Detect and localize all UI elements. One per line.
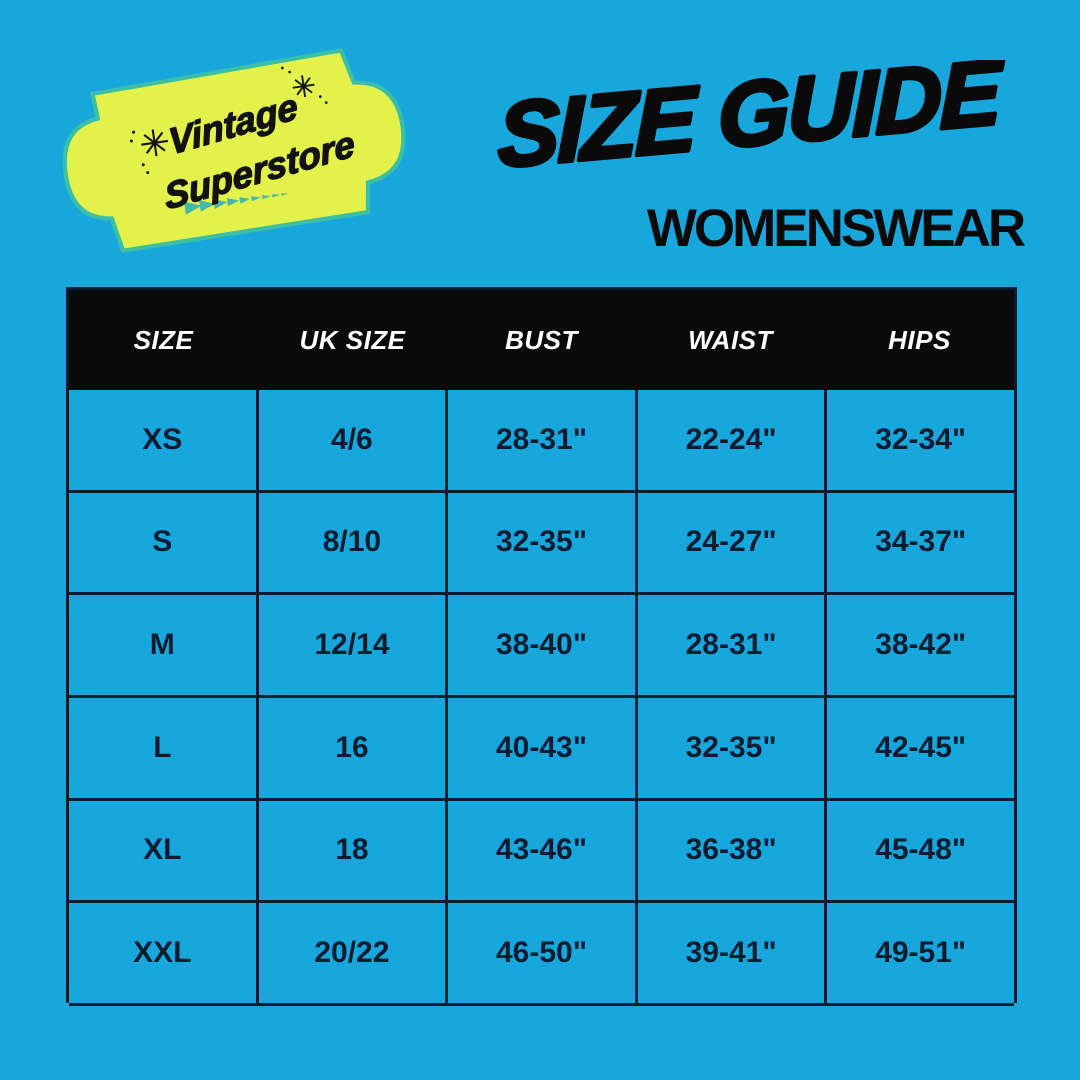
svg-text:SIZE GUIDE: SIZE GUIDE — [498, 60, 1004, 187]
